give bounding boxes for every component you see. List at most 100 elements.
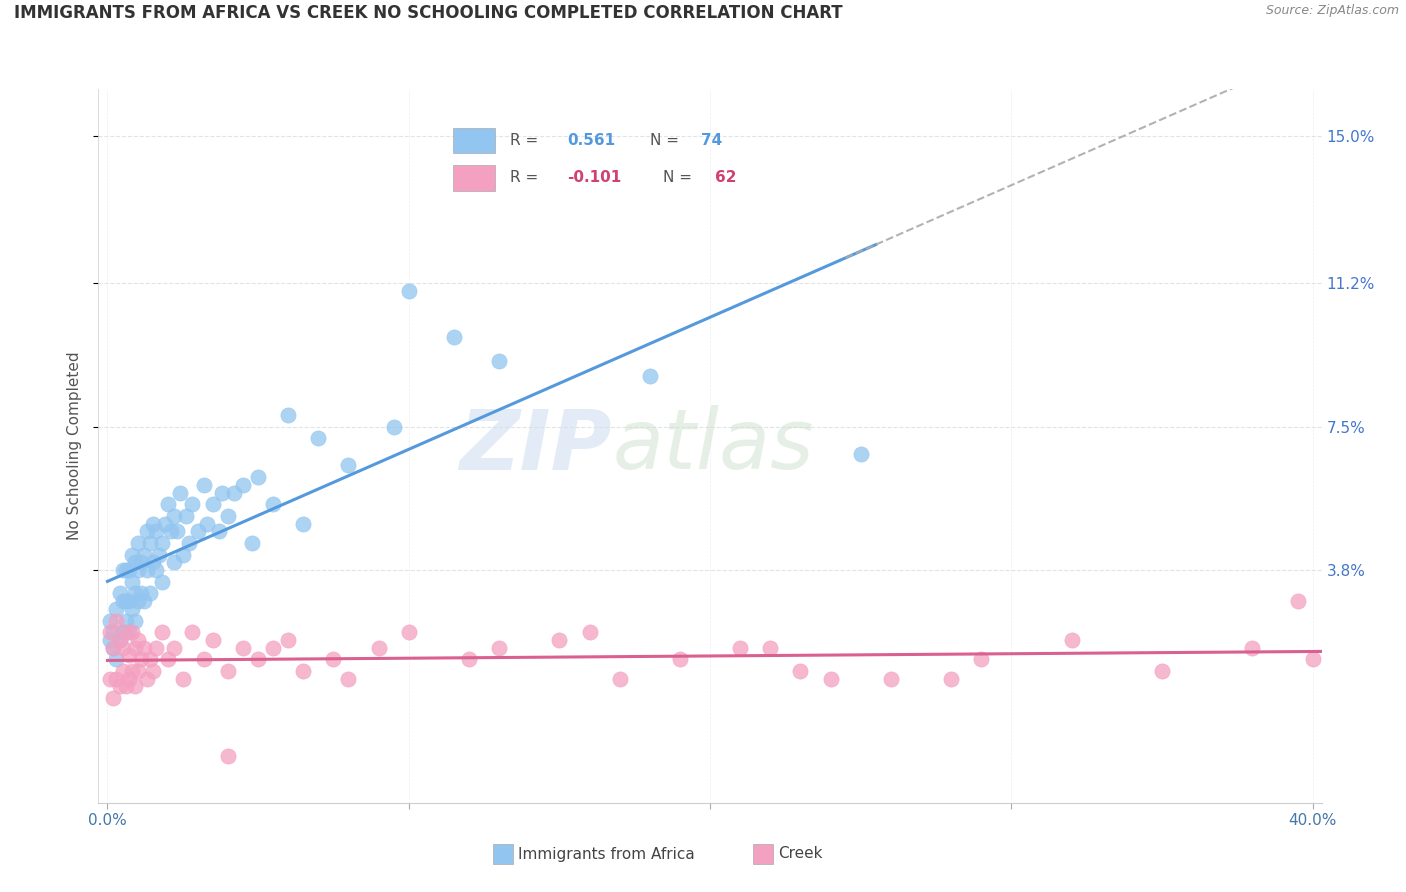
Point [322,652,344,666]
Point [142,664,165,678]
Point [145,524,167,539]
Point [169,485,191,500]
Text: Source: ZipAtlas.com: Source: ZipAtlas.com [1265,4,1399,18]
Point [211,485,233,500]
Point [217,749,239,764]
Point [127,664,149,678]
Point [138,652,160,666]
Point [129,586,152,600]
Point [103,640,125,655]
Point [262,497,284,511]
Text: Immigrants from Africa: Immigrants from Africa [517,847,695,862]
Point [159,524,181,539]
Point [150,536,173,550]
Point [1286,594,1309,608]
Point [108,680,131,694]
Point [117,625,139,640]
Point [132,594,155,608]
Point [1060,632,1083,647]
Point [121,664,143,678]
Point [172,548,194,562]
Point [138,586,160,600]
Point [163,640,186,655]
Text: N =: N = [650,133,683,148]
Point [100,632,122,647]
Point [247,470,270,484]
Point [177,536,200,550]
Point [121,574,143,589]
Point [153,516,176,531]
Point [108,586,131,600]
Point [880,672,903,686]
Text: R =: R = [510,133,543,148]
Point [132,640,155,655]
Point [100,614,122,628]
Point [609,672,631,686]
Point [132,548,155,562]
Point [193,477,215,491]
Point [180,497,202,511]
Point [127,594,149,608]
Point [135,672,157,686]
Point [108,632,131,647]
Point [100,672,122,686]
Point [307,431,329,445]
Point [100,625,122,640]
Point [111,563,134,577]
Point [728,640,751,655]
Point [488,640,510,655]
Point [222,485,245,500]
Text: -0.101: -0.101 [567,170,621,186]
Point [117,672,139,686]
Point [117,594,139,608]
Point [638,369,661,384]
Point [105,652,128,666]
Text: IMMIGRANTS FROM AFRICA VS CREEK NO SCHOOLING COMPLETED CORRELATION CHART: IMMIGRANTS FROM AFRICA VS CREEK NO SCHOO… [14,4,842,22]
Point [1150,664,1173,678]
Point [193,652,215,666]
Point [939,672,962,686]
Point [117,563,139,577]
Point [1302,652,1324,666]
Point [217,664,239,678]
FancyBboxPatch shape [453,165,495,191]
Point [240,536,263,550]
Point [292,516,315,531]
Text: ZIP: ZIP [460,406,612,486]
Point [443,330,465,344]
Point [398,284,420,298]
Point [145,640,167,655]
Point [180,625,202,640]
Point [121,625,143,640]
Point [217,508,239,523]
Point [201,632,224,647]
Point [337,458,360,473]
FancyBboxPatch shape [453,128,495,153]
Text: 0.561: 0.561 [567,133,614,148]
Point [124,586,146,600]
Point [105,602,128,616]
Point [108,632,131,647]
Y-axis label: No Schooling Completed: No Schooling Completed [66,351,82,541]
Point [669,652,692,666]
Text: 62: 62 [716,170,737,186]
Point [789,664,811,678]
Text: R =: R = [510,170,543,186]
Point [103,640,125,655]
Point [124,614,146,628]
Point [187,524,209,539]
Point [121,602,143,616]
Point [135,563,157,577]
Point [111,640,134,655]
Point [382,419,405,434]
Point [578,625,600,640]
Point [970,652,993,666]
Text: atlas: atlas [612,406,814,486]
Point [195,516,218,531]
Point [103,625,125,640]
Point [111,594,134,608]
Point [129,652,152,666]
Point [124,555,146,569]
Point [458,652,481,666]
Text: 74: 74 [702,133,723,148]
